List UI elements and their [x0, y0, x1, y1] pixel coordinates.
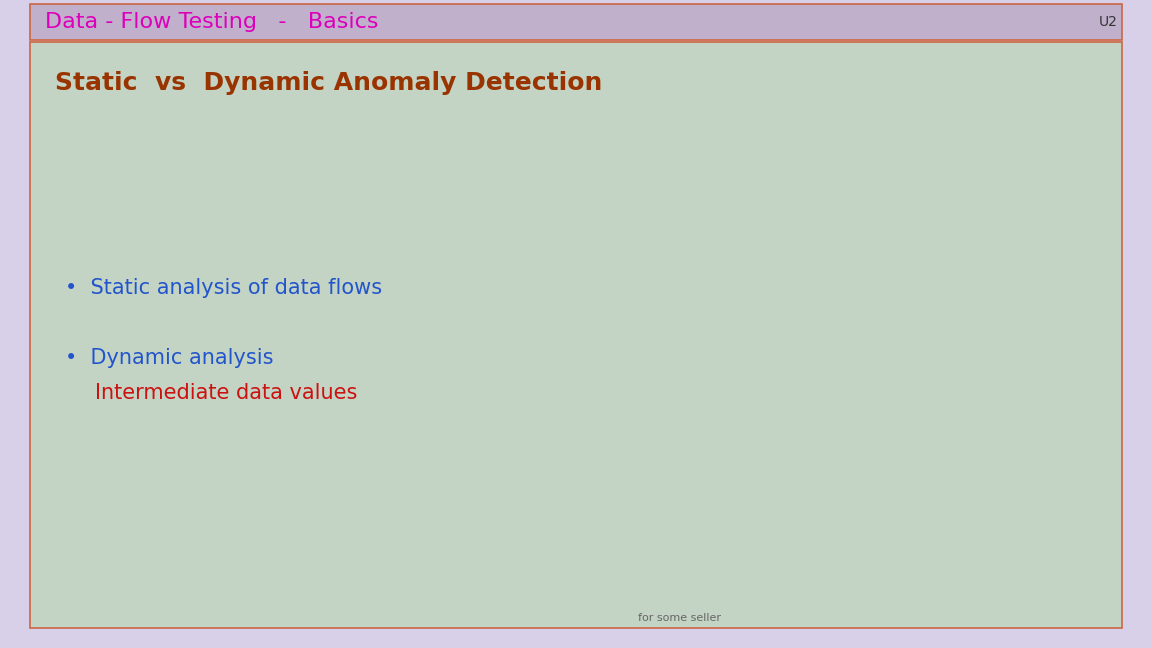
Text: U2: U2	[1099, 15, 1117, 29]
Text: •  Static analysis of data flows: • Static analysis of data flows	[65, 278, 382, 298]
FancyBboxPatch shape	[30, 42, 1122, 628]
Text: •  Dynamic analysis: • Dynamic analysis	[65, 348, 273, 368]
FancyBboxPatch shape	[30, 4, 1122, 40]
Text: Static  vs  Dynamic Anomaly Detection: Static vs Dynamic Anomaly Detection	[55, 71, 602, 95]
Text: Data - Flow Testing   -   Basics: Data - Flow Testing - Basics	[45, 12, 379, 32]
Text: for some seller: for some seller	[638, 613, 721, 623]
Text: Intermediate data values: Intermediate data values	[94, 383, 357, 403]
